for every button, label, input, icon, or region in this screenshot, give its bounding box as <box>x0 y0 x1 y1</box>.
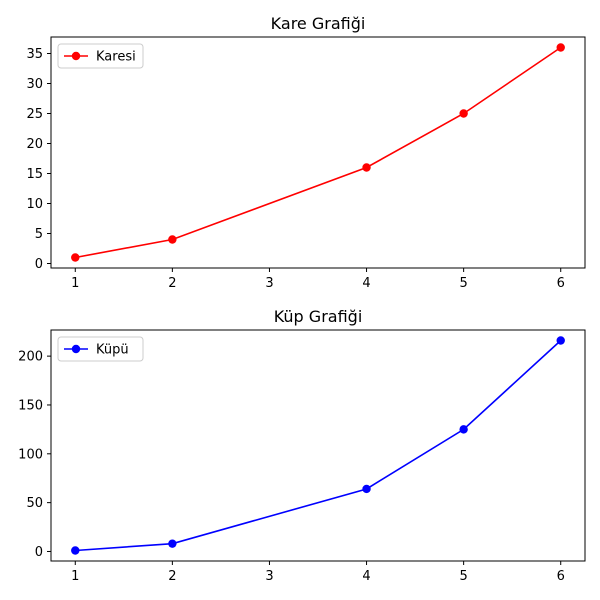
chart-bottom-x-tick-label: 2 <box>168 569 176 584</box>
chart-bottom-y-tick-label: 150 <box>18 398 43 413</box>
chart-bottom-x-tick-label: 5 <box>459 569 467 584</box>
chart-top-data-point <box>168 235 177 244</box>
chart-bottom-axes-frame <box>50 329 586 562</box>
chart-top-y-tick-label: 20 <box>26 137 43 152</box>
chart-bottom-x-tick-label: 3 <box>265 569 273 584</box>
chart-bottom-legend-marker <box>71 344 81 354</box>
chart-top-y-tick-label: 35 <box>26 47 43 62</box>
chart-top: Kare Grafiği 1 2 3 4 5 6 0 5 10 15 20 25 30 35 Karesi <box>26 14 586 291</box>
chart-top-x-tick-label: 1 <box>71 276 79 291</box>
chart-top-data-point <box>71 253 80 262</box>
chart-top-y-tick-label: 0 <box>35 257 43 272</box>
chart-top-x-tick-label: 5 <box>459 276 467 291</box>
chart-top-x-tick-label: 6 <box>557 276 565 291</box>
chart-top-x-tick-label: 4 <box>362 276 370 291</box>
chart-top-series-line <box>75 46 562 259</box>
chart-top-y-tick-label: 10 <box>26 197 43 212</box>
chart-bottom-x-tick-label: 1 <box>71 569 79 584</box>
chart-bottom-y-tick-label: 0 <box>35 545 43 560</box>
chart-top-legend <box>57 43 144 69</box>
chart-bottom-legend-label: Küpü <box>96 343 129 358</box>
chart-top-legend-marker <box>71 51 81 61</box>
chart-top-data-point <box>362 163 371 172</box>
chart-top-y-tick-label: 5 <box>35 227 43 242</box>
chart-bottom: Küp Grafiği 1 2 3 4 5 6 0 50 100 150 200 Küpü <box>18 307 586 584</box>
chart-bottom-y-tick-label: 100 <box>18 447 43 462</box>
chart-bottom-data-point <box>362 484 371 494</box>
chart-top-y-tick-label: 25 <box>26 107 43 122</box>
chart-top-title: Kare Grafiği <box>271 14 366 33</box>
chart-bottom-data-point <box>459 425 468 434</box>
chart-bottom-series-line <box>75 339 562 552</box>
chart-bottom-data-point <box>71 546 80 555</box>
chart-top-data-point <box>459 109 468 118</box>
chart-bottom-data-point <box>168 539 177 548</box>
chart-top-x-tick-label: 2 <box>168 276 176 291</box>
chart-bottom-data-point <box>556 336 565 345</box>
chart-bottom-x-tick-label: 6 <box>557 569 565 584</box>
chart-bottom-legend <box>57 336 144 362</box>
chart-top-data-point <box>556 43 565 52</box>
chart-top-legend-label: Karesi <box>96 50 136 65</box>
chart-top-y-tick-label: 15 <box>26 167 43 182</box>
chart-bottom-y-tick-label: 50 <box>26 496 43 511</box>
chart-top-axes-frame <box>50 36 586 269</box>
chart-bottom-y-tick-label: 200 <box>18 350 43 365</box>
chart-top-x-tick-label: 3 <box>265 276 273 291</box>
chart-bottom-title: Küp Grafiği <box>274 307 363 326</box>
chart-top-y-tick-label: 30 <box>26 77 43 92</box>
chart-bottom-x-tick-label: 4 <box>362 569 370 584</box>
